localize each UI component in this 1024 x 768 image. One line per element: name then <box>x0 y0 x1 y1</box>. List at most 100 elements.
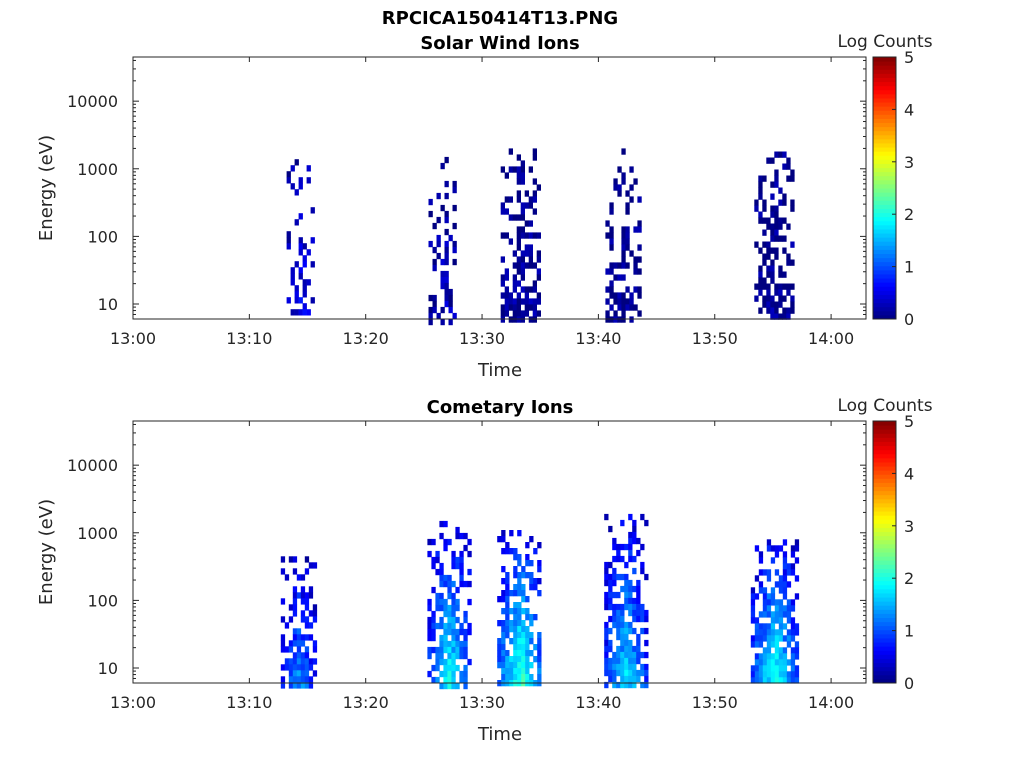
heatmap-cell <box>308 682 314 689</box>
heatmap-cell <box>782 605 788 612</box>
heatmap-cell <box>288 676 294 683</box>
heatmap-cell <box>505 674 510 681</box>
heatmap-cell <box>624 639 629 647</box>
heatmap-cell <box>774 635 780 642</box>
heatmap-cell <box>521 638 526 645</box>
heatmap-cell <box>310 297 315 304</box>
colorbar-segment <box>873 155 896 160</box>
heatmap-cell <box>292 610 298 617</box>
heatmap-cell <box>439 568 444 576</box>
heatmap-cell <box>754 623 760 630</box>
colorbar-segment <box>873 637 896 643</box>
heatmap-cell <box>431 664 436 672</box>
heatmap-cell <box>308 664 314 671</box>
x-tick-label: 13:50 <box>692 329 738 348</box>
heatmap-cell <box>528 316 533 323</box>
heatmap-cell <box>774 611 780 618</box>
heatmap-cell <box>427 616 432 624</box>
heatmap-cell <box>455 634 460 642</box>
heatmap-cell <box>625 304 630 311</box>
heatmap-cell <box>284 658 290 665</box>
heatmap-cell <box>608 669 613 677</box>
heatmap-cell <box>770 623 776 630</box>
colorbar-segment <box>873 233 896 238</box>
heatmap-cell <box>770 557 776 564</box>
heatmap-cell <box>525 554 530 561</box>
heatmap-cell <box>525 608 530 615</box>
colorbar-segment <box>873 552 896 557</box>
heatmap-cell <box>432 258 437 266</box>
heatmap-cell <box>459 622 464 630</box>
heatmap-cell <box>605 220 610 227</box>
heatmap-cell <box>516 166 521 173</box>
heatmap-cell <box>766 295 771 302</box>
panel-title: Cometary Ions <box>427 397 574 418</box>
heatmap-cell <box>292 586 298 593</box>
heatmap-cell <box>621 250 626 257</box>
heatmap-cell <box>288 646 294 653</box>
plot-frame <box>132 56 867 320</box>
heatmap-cell <box>524 292 529 299</box>
x-tick-label: 13:30 <box>459 693 505 712</box>
heatmap-cell <box>521 674 526 681</box>
heatmap-cell <box>512 286 517 293</box>
colorbar-segment <box>873 216 896 222</box>
heatmap-cell <box>501 530 506 537</box>
heatmap-cell <box>628 531 633 539</box>
heatmap-cell <box>750 593 756 600</box>
heatmap-cell <box>644 675 649 683</box>
heatmap-cell <box>774 217 779 224</box>
heatmap-cell <box>463 580 468 588</box>
heatmap-cell <box>439 658 444 666</box>
heatmap-cell <box>459 646 464 654</box>
cometary-panel: Cometary Ions Log Counts Time Energy (eV… <box>36 396 933 745</box>
heatmap-cell <box>766 611 772 618</box>
heatmap-cell <box>448 318 453 326</box>
heatmap-cell <box>628 597 633 605</box>
heatmap-cell <box>782 247 787 254</box>
heatmap-cell <box>304 634 310 641</box>
x-axis-label: Time <box>477 360 522 381</box>
heatmap-cell <box>604 579 609 587</box>
heatmap-cell <box>770 659 776 666</box>
heatmap-cell <box>770 599 776 606</box>
heatmap-cell <box>517 638 522 645</box>
heatmap-cell <box>532 316 537 323</box>
heatmap-cell <box>608 591 613 599</box>
y-tick-label: 10 <box>98 659 118 678</box>
heatmap-cell <box>636 633 641 641</box>
heatmap-cell <box>516 310 521 317</box>
heatmap-cell <box>758 611 764 618</box>
colorbar-segment <box>873 286 896 291</box>
colorbar-segment <box>873 192 896 197</box>
colorbar: 0 1 2 3 4 5 <box>872 48 914 329</box>
heatmap-cell <box>512 166 517 173</box>
heatmap-cell <box>292 640 298 647</box>
heatmap-cell <box>782 593 788 600</box>
colorbar-segment <box>873 437 896 442</box>
heatmap-cell <box>286 177 291 184</box>
colorbar-segment <box>873 298 896 304</box>
heatmap-cell <box>444 258 449 266</box>
heatmap-cell <box>443 646 448 654</box>
heatmap-cell <box>435 658 440 666</box>
heatmap-cell <box>508 304 513 311</box>
heatmap-cell <box>778 301 783 308</box>
heatmap-cell <box>312 604 318 611</box>
colorbar-segment <box>873 151 896 156</box>
heatmap-cell <box>620 681 625 689</box>
heatmap-cell <box>516 238 521 245</box>
heatmap-cell <box>296 652 302 659</box>
heatmap-cell <box>431 622 436 630</box>
heatmap-cell <box>302 243 307 250</box>
heatmap-cell <box>770 211 775 218</box>
heatmap-cell <box>516 244 521 251</box>
heatmap-cell <box>447 616 452 624</box>
heatmap-cell <box>447 538 452 546</box>
heatmap-cell <box>628 669 633 677</box>
heatmap-cell <box>766 665 772 672</box>
heatmap-cell <box>629 166 634 173</box>
heatmap-cell <box>501 608 506 615</box>
axes: 13:00 13:10 13:20 13:30 13:40 13:50 14:00 10 100… <box>67 420 867 712</box>
heatmap-cell <box>636 597 641 605</box>
